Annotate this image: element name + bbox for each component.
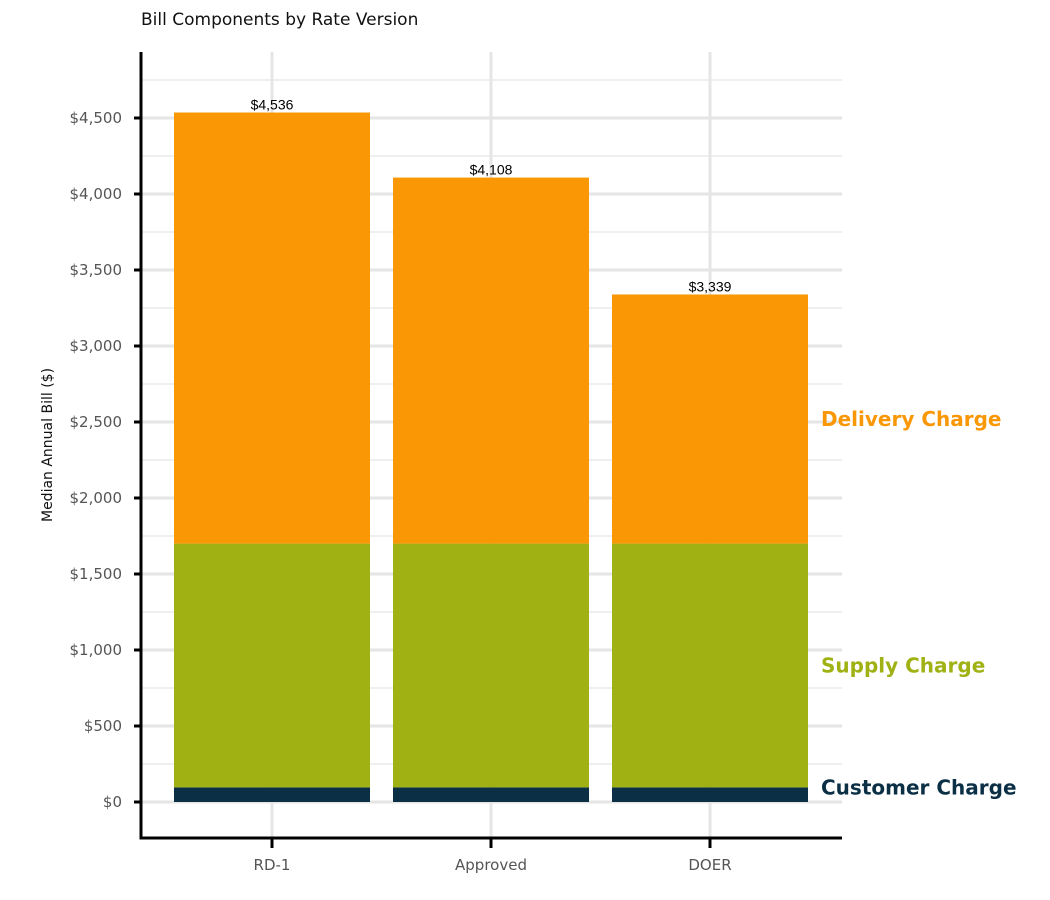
y-axis-label: Median Annual Bill ($) bbox=[40, 368, 56, 522]
y-tick-label: $2,000 bbox=[70, 489, 123, 507]
y-tick-label: $4,000 bbox=[70, 185, 123, 203]
legend-label-delivery-charge: Delivery Charge bbox=[821, 407, 1002, 431]
bars bbox=[174, 112, 808, 802]
axes bbox=[134, 52, 842, 848]
chart-title: Bill Components by Rate Version bbox=[141, 10, 418, 30]
y-tick-label: $1,000 bbox=[70, 641, 123, 659]
y-tick-label: $3,500 bbox=[70, 261, 123, 279]
bar-delivery-charge-rd-1 bbox=[174, 112, 370, 544]
x-tick-label: Approved bbox=[455, 856, 527, 874]
y-tick-label: $0 bbox=[103, 793, 122, 811]
bar-supply-charge-doer bbox=[612, 543, 808, 788]
legend-label-supply-charge: Supply Charge bbox=[821, 654, 985, 678]
tick-labels: $0 $500 $1,000 $1,500 $2,000 $2,500 $3,000 $3,5… bbox=[70, 109, 732, 874]
y-tick-label: $2,500 bbox=[70, 413, 123, 431]
bar-customer-charge-rd-1 bbox=[174, 787, 370, 802]
y-tick-label: $500 bbox=[84, 717, 122, 735]
total-label: $3,339 bbox=[689, 278, 732, 294]
y-tick-label: $4,500 bbox=[70, 109, 123, 127]
bar-delivery-charge-doer bbox=[612, 294, 808, 544]
y-tick-label: $3,000 bbox=[70, 337, 123, 355]
bar-customer-charge-doer bbox=[612, 787, 808, 802]
bar-supply-charge-rd-1 bbox=[174, 543, 370, 788]
bar-delivery-charge-approved bbox=[393, 177, 589, 544]
x-tick-label: DOER bbox=[688, 856, 731, 874]
y-tick-label: $1,500 bbox=[70, 565, 123, 583]
legend-label-customer-charge: Customer Charge bbox=[821, 776, 1017, 800]
bar-supply-charge-approved bbox=[393, 543, 589, 788]
x-tick-label: RD-1 bbox=[254, 856, 291, 874]
labels: $4,536 $4,108 $3,339 Customer Charge Supply … bbox=[251, 97, 1017, 800]
total-label: $4,536 bbox=[251, 97, 294, 113]
total-label: $4,108 bbox=[470, 162, 513, 178]
bar-customer-charge-approved bbox=[393, 787, 589, 802]
